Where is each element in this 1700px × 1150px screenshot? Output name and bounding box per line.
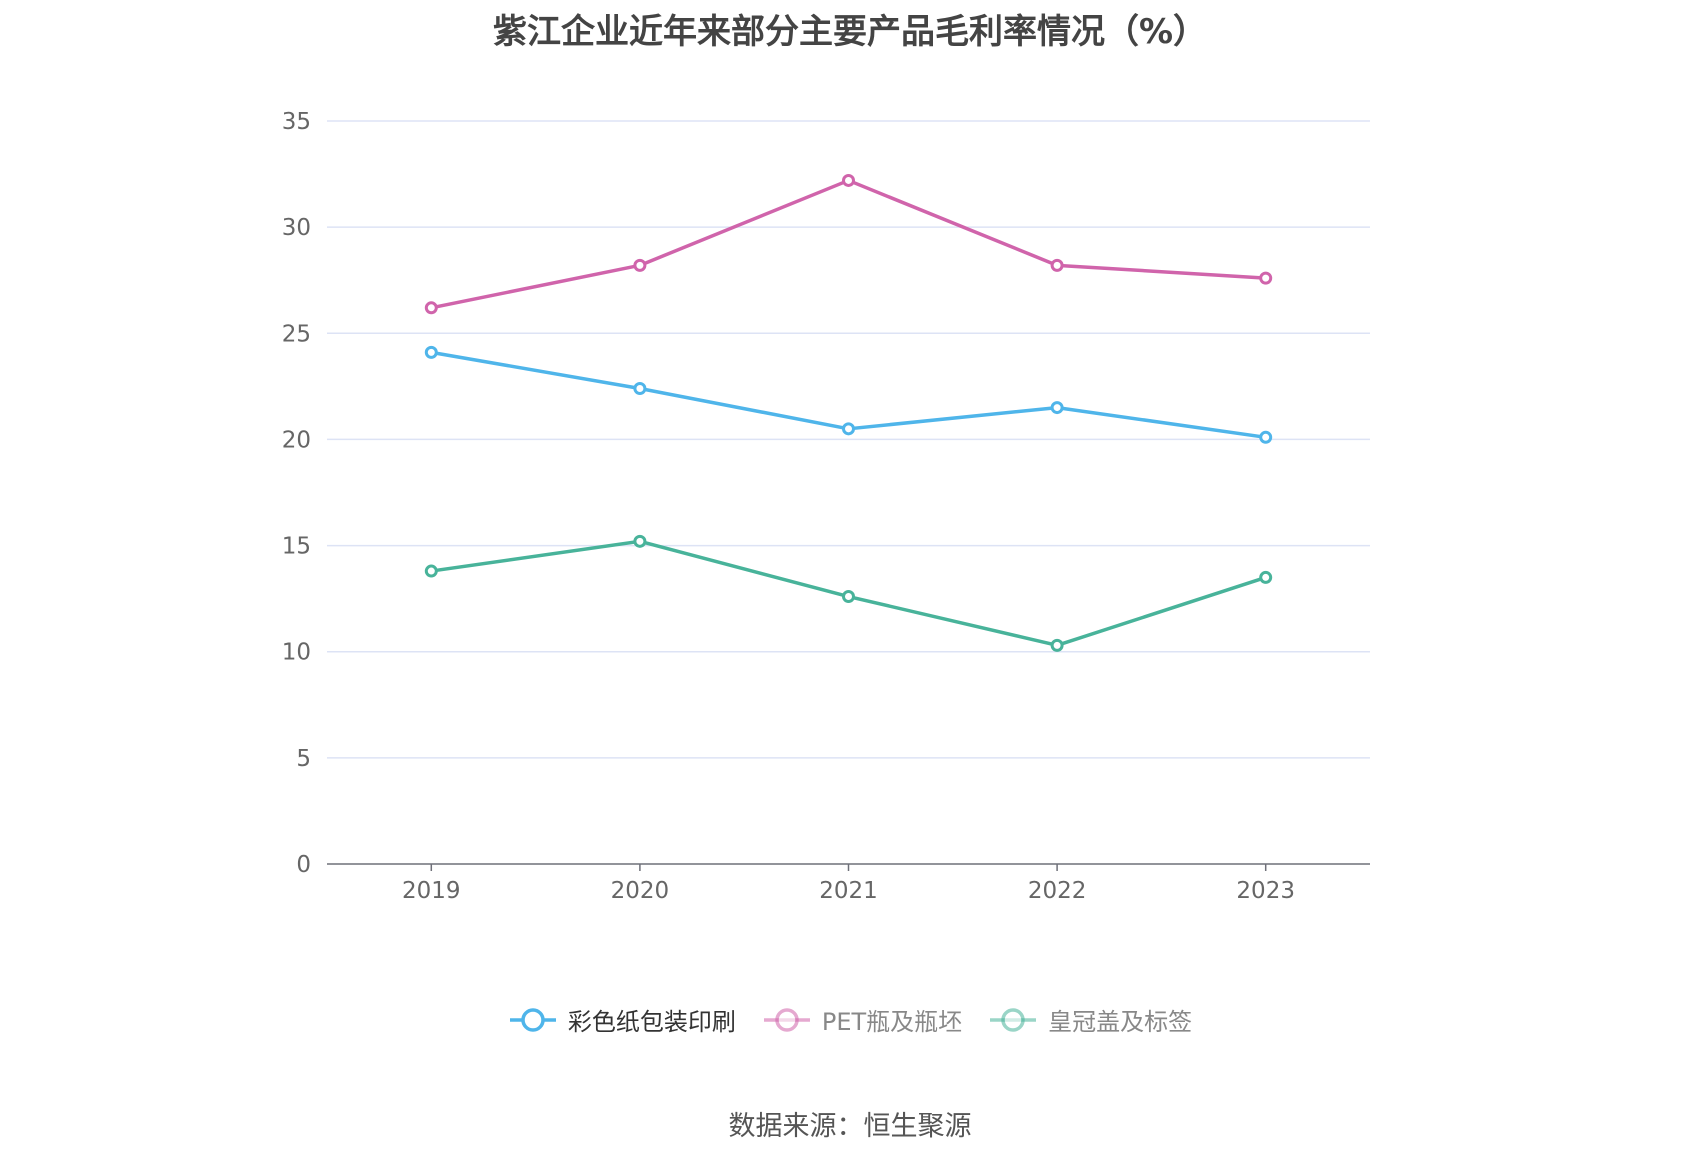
legend-swatch-icon xyxy=(509,1007,556,1032)
y-tick-label: 5 xyxy=(296,746,311,772)
data-point[interactable] xyxy=(1050,401,1064,415)
data-point[interactable] xyxy=(1259,570,1273,584)
data-point[interactable] xyxy=(842,173,855,187)
x-tick-label: 2021 xyxy=(819,878,878,904)
data-source-note: 数据来源：恒生聚源 xyxy=(728,1111,972,1142)
y-tick-label: 10 xyxy=(282,640,311,666)
data-point[interactable] xyxy=(633,534,647,548)
y-tick-label: 30 xyxy=(282,215,311,241)
data-point[interactable] xyxy=(424,564,438,578)
legend-item-0[interactable]: 彩色纸包装印刷 xyxy=(508,1002,736,1037)
legend: 彩色纸包装印刷 PET瓶及瓶坯 皇冠盖及标签 xyxy=(0,1002,1700,1037)
grid-lines xyxy=(327,120,1370,759)
data-point[interactable] xyxy=(1259,271,1273,285)
x-tick-label: 2020 xyxy=(611,878,670,904)
data-point[interactable] xyxy=(633,381,647,395)
chart-title: 紫江企业近年来部分主要产品毛利率情况（%） xyxy=(492,12,1208,52)
y-tick-label: 25 xyxy=(282,321,311,347)
axes: 0 5 10 15 20 25 30 35 2019 2020 2021 2022 2023 xyxy=(282,109,1370,904)
legend-item-1[interactable]: PET瓶及瓶坯 xyxy=(762,1002,962,1037)
legend-item-2[interactable]: 皇冠盖及标签 xyxy=(988,1002,1192,1037)
legend-label: PET瓶及瓶坯 xyxy=(821,1008,963,1036)
data-point[interactable] xyxy=(424,301,438,315)
series-line-1 xyxy=(430,178,1266,310)
x-tick-label: 2022 xyxy=(1028,878,1087,904)
data-point[interactable] xyxy=(842,590,855,604)
data-point[interactable] xyxy=(842,422,855,436)
legend-swatch-icon xyxy=(763,1007,810,1032)
y-tick-label: 20 xyxy=(282,427,311,453)
data-point[interactable] xyxy=(1050,638,1064,652)
data-point[interactable] xyxy=(633,258,647,272)
series-lines xyxy=(424,173,1273,652)
y-tick-label: 15 xyxy=(282,534,311,560)
x-tick-label: 2023 xyxy=(1236,878,1295,904)
legend-swatch-icon xyxy=(990,1007,1037,1032)
y-tick-label: 0 xyxy=(296,852,311,878)
data-point[interactable] xyxy=(1259,430,1273,444)
legend-label: 皇冠盖及标签 xyxy=(1048,1008,1193,1036)
y-tick-label: 35 xyxy=(282,109,311,135)
data-point[interactable] xyxy=(424,345,438,359)
legend-label: 彩色纸包装印刷 xyxy=(567,1008,736,1036)
data-point[interactable] xyxy=(1050,258,1064,272)
x-tick-label: 2019 xyxy=(402,878,461,904)
